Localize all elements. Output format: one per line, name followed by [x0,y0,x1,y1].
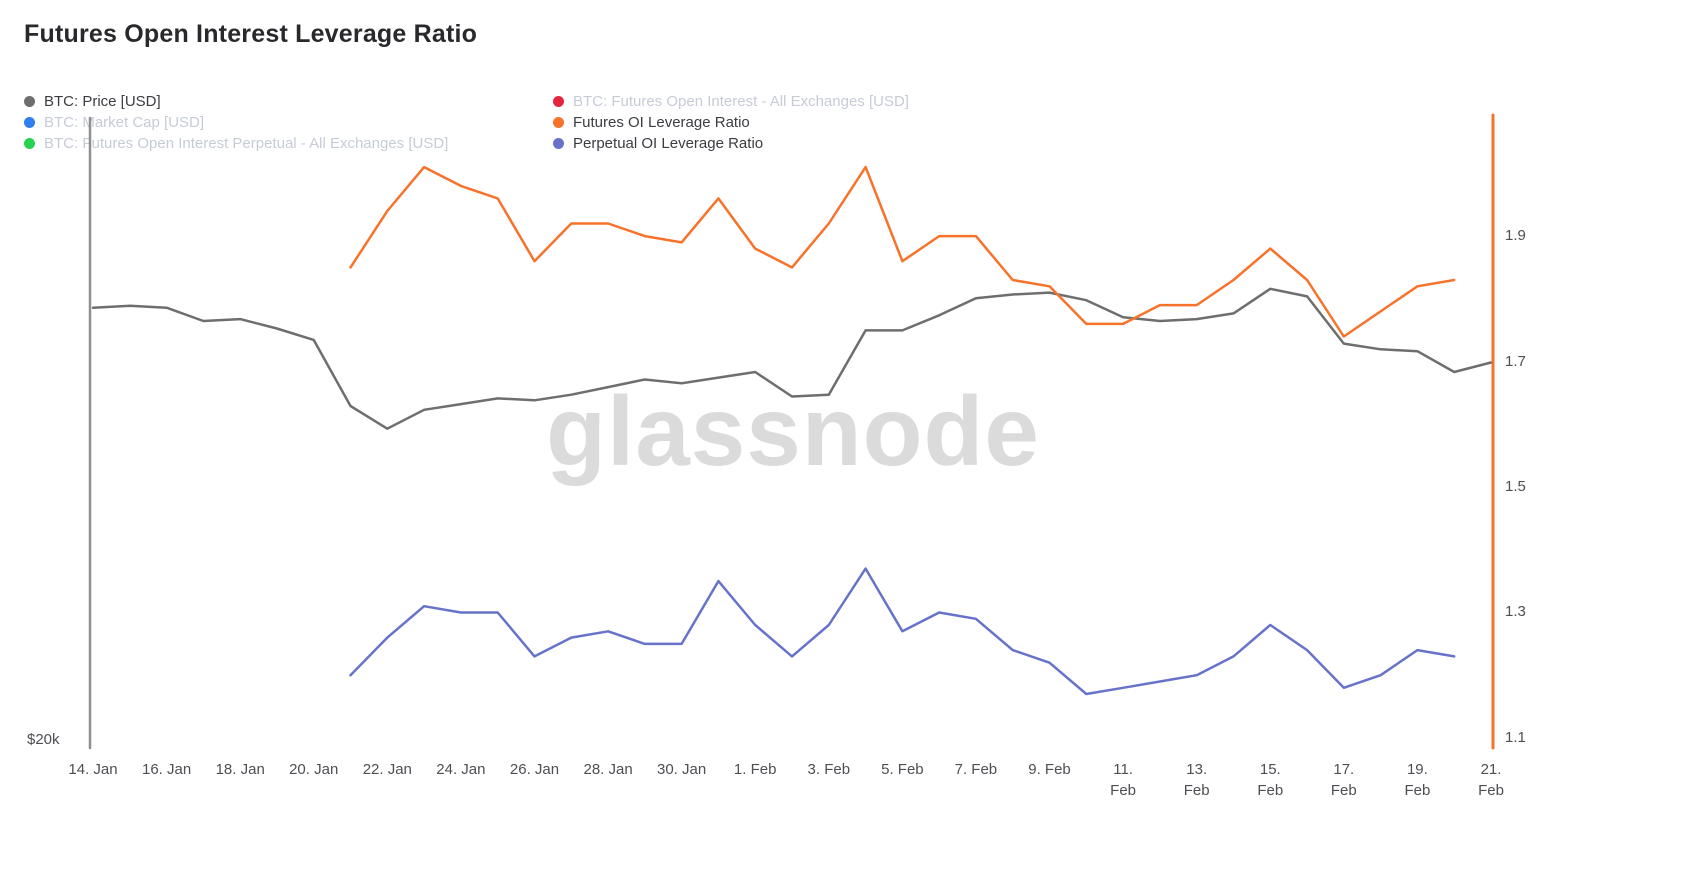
legend-column-left: BTC: Price [USD] BTC: Market Cap [USD] BTC… [24,91,448,154]
right-axis-tick-label: 1.9 [1505,227,1526,245]
x-axis-tick-label: 13. Feb [1183,761,1210,799]
left-axis-bottom-label: $20k [27,731,60,748]
legend-dot-icon [24,96,35,107]
x-axis-tick-label: 1. Feb [733,761,777,778]
legend-item-btc-futures-open-interest-all-exchanges-usd[interactable]: BTC: Futures Open Interest - All Exchang… [553,91,909,112]
legend-dot-icon [553,138,564,149]
x-axis-tick-label: 5. Feb [881,761,924,778]
right-axis-tick-label: 1.5 [1505,478,1526,496]
legend-item-btc-market-cap-usd[interactable]: BTC: Market Cap [USD] [24,112,448,133]
x-axis-tick-label: 28. Jan [583,761,633,778]
right-axis-tick-label: 1.1 [1505,728,1526,746]
right-axis-tick-label: 1.7 [1505,352,1526,370]
legend-label: Perpetual OI Leverage Ratio [573,135,764,152]
x-axis-tick-label: 26. Jan [509,761,560,778]
x-axis-tick-label: 24. Jan [436,761,486,778]
legend-label: BTC: Futures Open Interest - All Exchang… [573,93,909,110]
series-line-perpetual-oi-leverage-ratio[interactable] [349,567,1456,696]
x-axis-tick-label: 19. Feb [1404,761,1431,799]
x-axis-tick-label: 17. Feb [1330,761,1357,799]
x-axis-tick-label: 16. Jan [141,761,192,778]
legend-item-perpetual-oi-leverage-ratio[interactable]: Perpetual OI Leverage Ratio [553,133,909,154]
legend-label: BTC: Futures Open Interest Perpetual - A… [44,135,449,152]
legend-label: BTC: Price [USD] [44,93,161,110]
legend-column-right: BTC: Futures Open Interest - All Exchang… [553,91,909,154]
x-axis-tick-label: 21. Feb [1478,761,1504,799]
legend-dot-icon [24,138,35,149]
x-axis-tick-label: 3. Feb [807,761,851,778]
right-axis-tick-label: 1.3 [1505,603,1526,621]
chart-title: Futures Open Interest Leverage Ratio [24,20,478,48]
legend-label: BTC: Market Cap [USD] [44,114,205,131]
x-axis-tick-label: 22. Jan [362,761,412,778]
legend: BTC: Price [USD] BTC: Market Cap [USD] BTC… [0,91,1701,155]
x-axis-tick-label: 15. Feb [1257,761,1284,799]
x-axis-tick-label: 30. Jan [656,761,707,778]
legend-label: Futures OI Leverage Ratio [573,114,750,131]
x-axis-tick-label: 18. Jan [215,761,265,778]
legend-dot-icon [553,96,564,107]
x-axis-tick-label: 20. Jan [289,761,339,778]
x-axis-tick-label: 14. Jan [68,761,118,778]
legend-dot-icon [553,117,564,128]
legend-item-futures-oi-leverage-ratio[interactable]: Futures OI Leverage Ratio [553,112,909,133]
x-axis-tick-label: 11. Feb [1110,761,1137,799]
legend-dot-icon [24,117,35,128]
x-axis-tick-label: 9. Feb [1028,761,1071,778]
legend-item-btc-futures-open-interest-perpetual-all-exchanges-usd[interactable]: BTC: Futures Open Interest Perpetual - A… [24,133,448,154]
legend-item-btc-price-usd[interactable]: BTC: Price [USD] [24,91,448,112]
series-line-futures-oi-leverage-ratio[interactable] [349,165,1456,338]
series-line-btc-price-usd[interactable] [91,287,1493,430]
x-axis-tick-label: 7. Feb [954,761,998,778]
